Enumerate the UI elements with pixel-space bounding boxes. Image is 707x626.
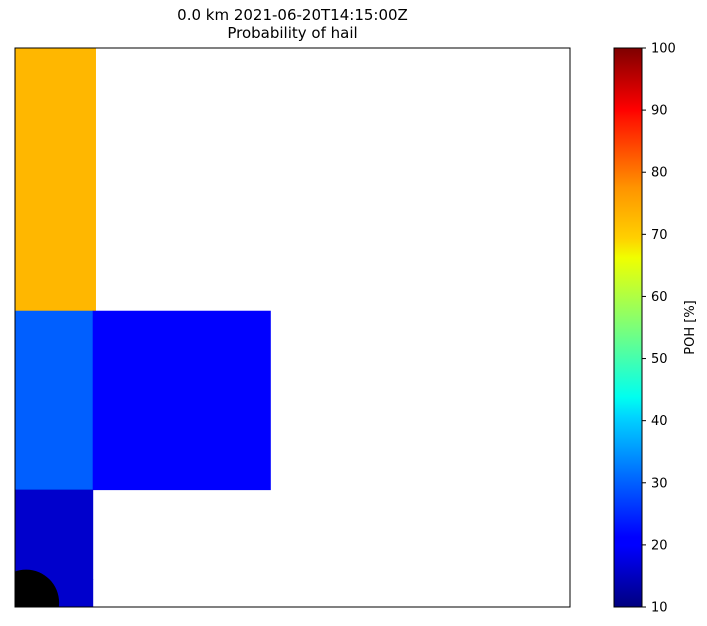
colorbar-tick-label: 40: [651, 414, 668, 429]
heatmap-cell: [15, 489, 94, 580]
colorbar-frame: [613, 47, 643, 608]
colorbar-tick-label: 90: [651, 104, 668, 119]
colorbar-tick-label: 30: [651, 476, 668, 491]
heatmap-cell: [92, 310, 271, 491]
colorbar-gradient: [614, 48, 642, 607]
colorbar-tick-label: 10: [651, 601, 668, 616]
plot-frame: [14, 47, 571, 608]
colorbar-label: POH [%]: [683, 300, 698, 354]
chart-title: 0.0 km 2021-06-20T14:15:00Z: [177, 6, 408, 24]
colorbar-tick-label: 60: [651, 290, 668, 305]
plot-area: [14, 47, 571, 608]
heatmap-cell: [15, 48, 96, 130]
radar-marker: [15, 569, 60, 607]
heatmap-cell: [15, 310, 94, 491]
chart-subtitle: Probability of hail: [227, 24, 358, 42]
heatmap-cell: [15, 129, 96, 312]
colorbar: 10 20 30 40 50 60 70 80 90 100 POH [%]: [613, 42, 698, 616]
colorbar-tick-label: 100: [651, 42, 676, 57]
colorbar-tick-label: 20: [651, 538, 668, 553]
colorbar-tick-label: 80: [651, 166, 668, 181]
colorbar-tick-label: 70: [651, 228, 668, 243]
colorbar-tick-label: 50: [651, 352, 668, 367]
